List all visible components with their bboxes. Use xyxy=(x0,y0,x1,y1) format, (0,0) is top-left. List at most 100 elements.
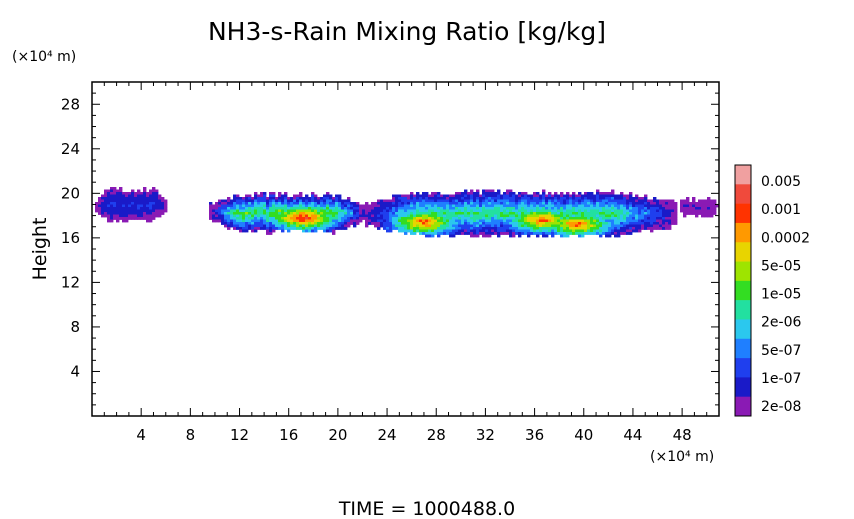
field-cell xyxy=(287,229,291,233)
field-cell xyxy=(380,212,384,215)
field-cell xyxy=(455,204,459,208)
field-cell xyxy=(338,207,342,210)
field-cell xyxy=(671,202,675,205)
field-cell xyxy=(227,204,231,208)
field-cell xyxy=(347,199,351,203)
field-cell xyxy=(527,199,531,203)
field-cell xyxy=(326,194,330,198)
field-cell xyxy=(470,222,474,225)
field-cell xyxy=(344,207,348,210)
field-cell xyxy=(668,217,672,220)
field-cell xyxy=(284,219,288,223)
field-cell xyxy=(404,217,408,220)
field-cell xyxy=(554,194,558,198)
field-cell xyxy=(491,197,495,200)
field-cell xyxy=(284,194,288,198)
field-cell xyxy=(128,199,132,203)
field-cell xyxy=(386,202,390,205)
field-cell xyxy=(548,194,552,198)
field-cell xyxy=(146,219,150,223)
colorbar-label: 0.001 xyxy=(761,202,801,218)
field-cell xyxy=(494,224,498,228)
field-cell xyxy=(521,229,525,233)
field-cell xyxy=(257,222,261,225)
field-cell xyxy=(434,204,438,208)
field-cell xyxy=(287,202,291,205)
field-cell xyxy=(647,224,651,228)
field-cell xyxy=(542,229,546,233)
field-cell xyxy=(353,214,357,218)
field-cell xyxy=(551,227,555,230)
field-cell xyxy=(437,222,441,225)
field-cell xyxy=(239,209,243,213)
field-cell xyxy=(446,217,450,220)
field-cell xyxy=(455,219,459,223)
field-cell xyxy=(128,207,132,210)
field-cell xyxy=(317,214,321,218)
field-cell xyxy=(695,204,699,208)
field-cell xyxy=(506,199,510,203)
field-cell xyxy=(647,202,651,205)
field-cell xyxy=(221,217,225,220)
field-cell xyxy=(422,192,426,195)
field-cell xyxy=(518,214,522,218)
field-cell xyxy=(539,199,543,203)
field-cell xyxy=(698,212,702,215)
field-cell xyxy=(479,207,483,210)
field-cell xyxy=(641,219,645,223)
field-cell xyxy=(503,209,507,213)
field-cell xyxy=(527,227,531,230)
field-cell xyxy=(584,207,588,210)
field-cell xyxy=(320,224,324,228)
field-cell xyxy=(626,197,630,200)
field-cell xyxy=(506,214,510,218)
field-cell xyxy=(122,192,126,195)
field-cell xyxy=(611,229,615,233)
field-cell xyxy=(281,202,285,205)
field-cell xyxy=(629,232,633,235)
field-cell xyxy=(548,219,552,223)
field-cell xyxy=(257,219,261,223)
field-cell xyxy=(479,199,483,203)
field-cell xyxy=(392,219,396,223)
field-cell xyxy=(284,224,288,228)
field-cell xyxy=(431,234,435,238)
field-cell xyxy=(656,204,660,208)
field-cell xyxy=(650,204,654,208)
field-cell xyxy=(638,212,642,215)
field-cell xyxy=(254,194,258,198)
colorbar-label: 1e-05 xyxy=(761,287,801,303)
field-cell xyxy=(404,197,408,200)
field-cell xyxy=(626,217,630,220)
field-cell xyxy=(497,224,501,228)
field-cell xyxy=(275,204,279,208)
field-cell xyxy=(713,209,717,213)
field-cell xyxy=(545,202,549,205)
field-cell xyxy=(614,207,618,210)
field-cell xyxy=(308,204,312,208)
field-cell xyxy=(281,209,285,213)
field-cell xyxy=(428,202,432,205)
field-cell xyxy=(452,209,456,213)
field-cell xyxy=(542,234,546,238)
field-cell xyxy=(314,219,318,223)
field-cell xyxy=(602,194,606,198)
field-cell xyxy=(152,202,156,205)
field-cell xyxy=(440,197,444,200)
field-cell xyxy=(518,219,522,223)
field-cell xyxy=(515,199,519,203)
field-cell xyxy=(710,207,714,210)
field-cell xyxy=(278,199,282,203)
field-cell xyxy=(320,222,324,225)
field-cell xyxy=(419,227,423,230)
field-cell xyxy=(338,204,342,208)
field-cell xyxy=(419,217,423,220)
field-cell xyxy=(380,202,384,205)
field-cell xyxy=(671,209,675,213)
field-cell xyxy=(683,212,687,215)
field-cell xyxy=(548,209,552,213)
field-cell xyxy=(617,207,621,210)
field-cell xyxy=(329,224,333,228)
field-cell xyxy=(467,214,471,218)
field-cell xyxy=(539,209,543,213)
